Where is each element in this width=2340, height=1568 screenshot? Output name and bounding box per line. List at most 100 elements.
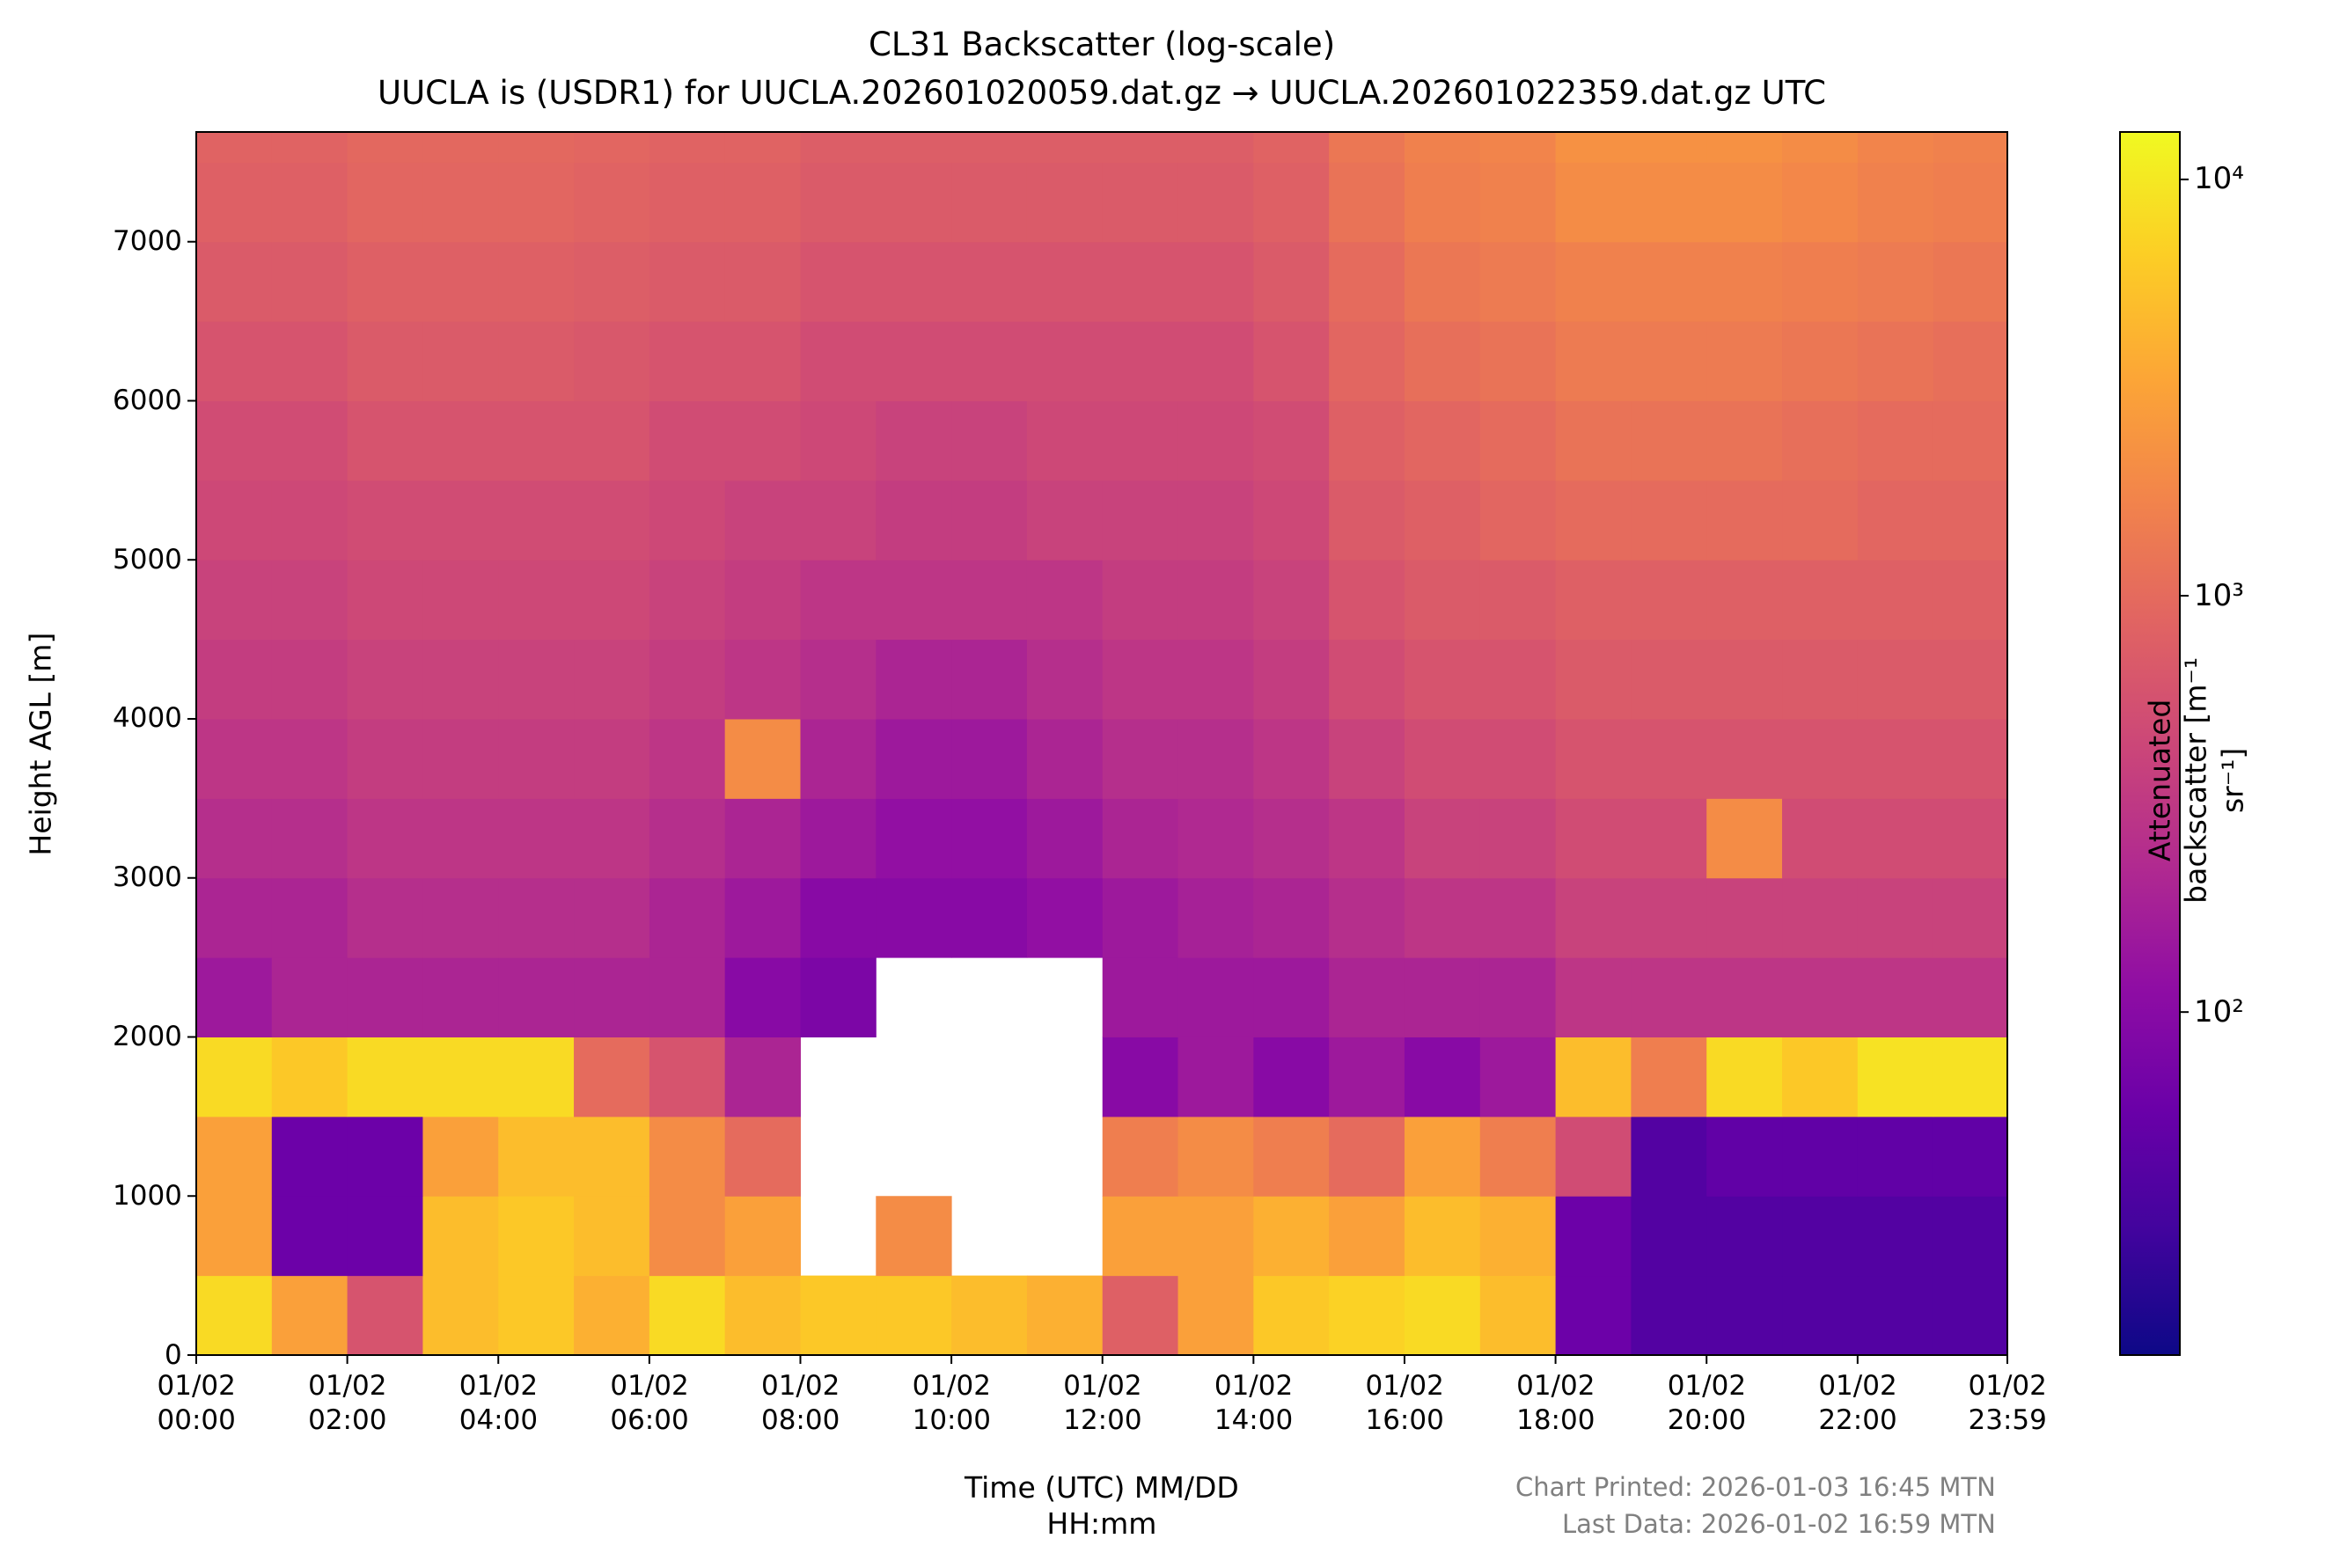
heat-cell [1631,560,1707,641]
heat-cell [574,1196,650,1277]
heat-cell [422,639,499,720]
heat-cell [1404,241,1481,322]
heat-cell [649,132,726,163]
x-tick-label: 01/02 23:59 [1968,1370,2047,1436]
heat-cell [1555,639,1632,720]
heat-cell [649,400,726,481]
heat-cell [1631,1275,1707,1355]
heat-cell [347,241,423,322]
heat-cell [347,1037,423,1117]
y-axis-label: Height AGL [m] [23,632,58,856]
heat-cell [1404,1116,1481,1197]
heat-cell [1026,480,1104,561]
x-tick-label: 01/02 10:00 [912,1370,991,1436]
heat-cell [1555,241,1632,322]
heat-cell [1933,877,2007,958]
heat-cell [1329,480,1405,561]
heat-cell [1329,162,1405,243]
heat-cell [649,1037,726,1117]
heat-cell [1404,321,1481,401]
heat-cell [498,480,575,561]
x-tick-label: 01/02 02:00 [308,1370,387,1436]
heat-cell [1177,877,1254,958]
heat-cell [498,877,575,958]
heat-cell [271,798,348,879]
heat-cell [1706,132,1783,163]
heat-cell [1782,1116,1859,1197]
heat-cell [1026,798,1104,879]
heat-cell [271,639,348,720]
heat-cell [1177,560,1254,641]
heat-cell [876,1196,952,1277]
heat-cell [1857,798,1934,879]
heat-cell [1479,400,1557,481]
heat-cell [1782,132,1859,163]
x-tick-label: 01/02 14:00 [1214,1370,1294,1436]
heat-cell [1479,132,1557,163]
heat-cell [1706,241,1783,322]
heat-cell [422,1275,499,1355]
heat-cell [422,241,499,322]
heat-cell [1177,798,1254,879]
heat-cell [196,560,273,641]
y-tick-label: 2000 [113,1020,182,1052]
heat-cell [422,957,499,1037]
heat-cell [1177,1037,1254,1117]
heat-cell [1102,241,1179,322]
heat-cell [800,321,877,401]
heat-cell [1026,639,1104,720]
heat-cell [1631,400,1707,481]
heat-cell [1404,1275,1481,1355]
heat-cell [876,560,952,641]
heat-cell [1555,1275,1632,1355]
heat-cell [1706,162,1783,243]
heat-cell [574,1275,650,1355]
heat-cell [347,877,423,958]
heat-cell [1857,1037,1934,1117]
heat-cell [1329,639,1405,720]
heat-cell [1479,877,1557,958]
heat-cell [800,400,877,481]
heat-cell [1329,718,1405,799]
heat-cell [196,798,273,879]
heat-cell [1857,241,1934,322]
heat-cell [1933,957,2007,1037]
heat-cell [1479,560,1557,641]
heat-cell [1404,400,1481,481]
heat-cell [876,162,952,243]
heat-cell [1102,798,1179,879]
heat-cell [422,798,499,879]
heat-cell [196,1196,273,1277]
heat-cell [1933,560,2007,641]
heat-cell [649,480,726,561]
heat-cell [724,132,801,163]
heat-cell [498,132,575,163]
heat-cell [347,1116,423,1197]
heat-cell [876,798,952,879]
heat-cell [1479,1196,1557,1277]
heat-cell [1782,718,1859,799]
heat-cell [422,1196,499,1277]
heat-cell [1253,1275,1330,1355]
heat-cell [498,321,575,401]
heat-cell [876,321,952,401]
heat-cell [649,560,726,641]
heat-cell [498,1116,575,1197]
heat-cell [1177,162,1254,243]
heat-cell [1782,480,1859,561]
heat-cell [800,718,877,799]
heat-cell [1329,1275,1405,1355]
heat-cell [271,162,348,243]
heat-cell [1631,1196,1707,1277]
heat-cell [347,798,423,879]
heat-cell [422,162,499,243]
heat-cell [574,321,650,401]
heat-cell [1857,321,1934,401]
heat-cell [1026,400,1104,481]
heat-cell [574,798,650,879]
heat-cell [1404,877,1481,958]
heat-cell [271,718,348,799]
heat-cell [1933,400,2007,481]
heat-cell [196,1275,273,1355]
heat-cell [196,132,273,163]
